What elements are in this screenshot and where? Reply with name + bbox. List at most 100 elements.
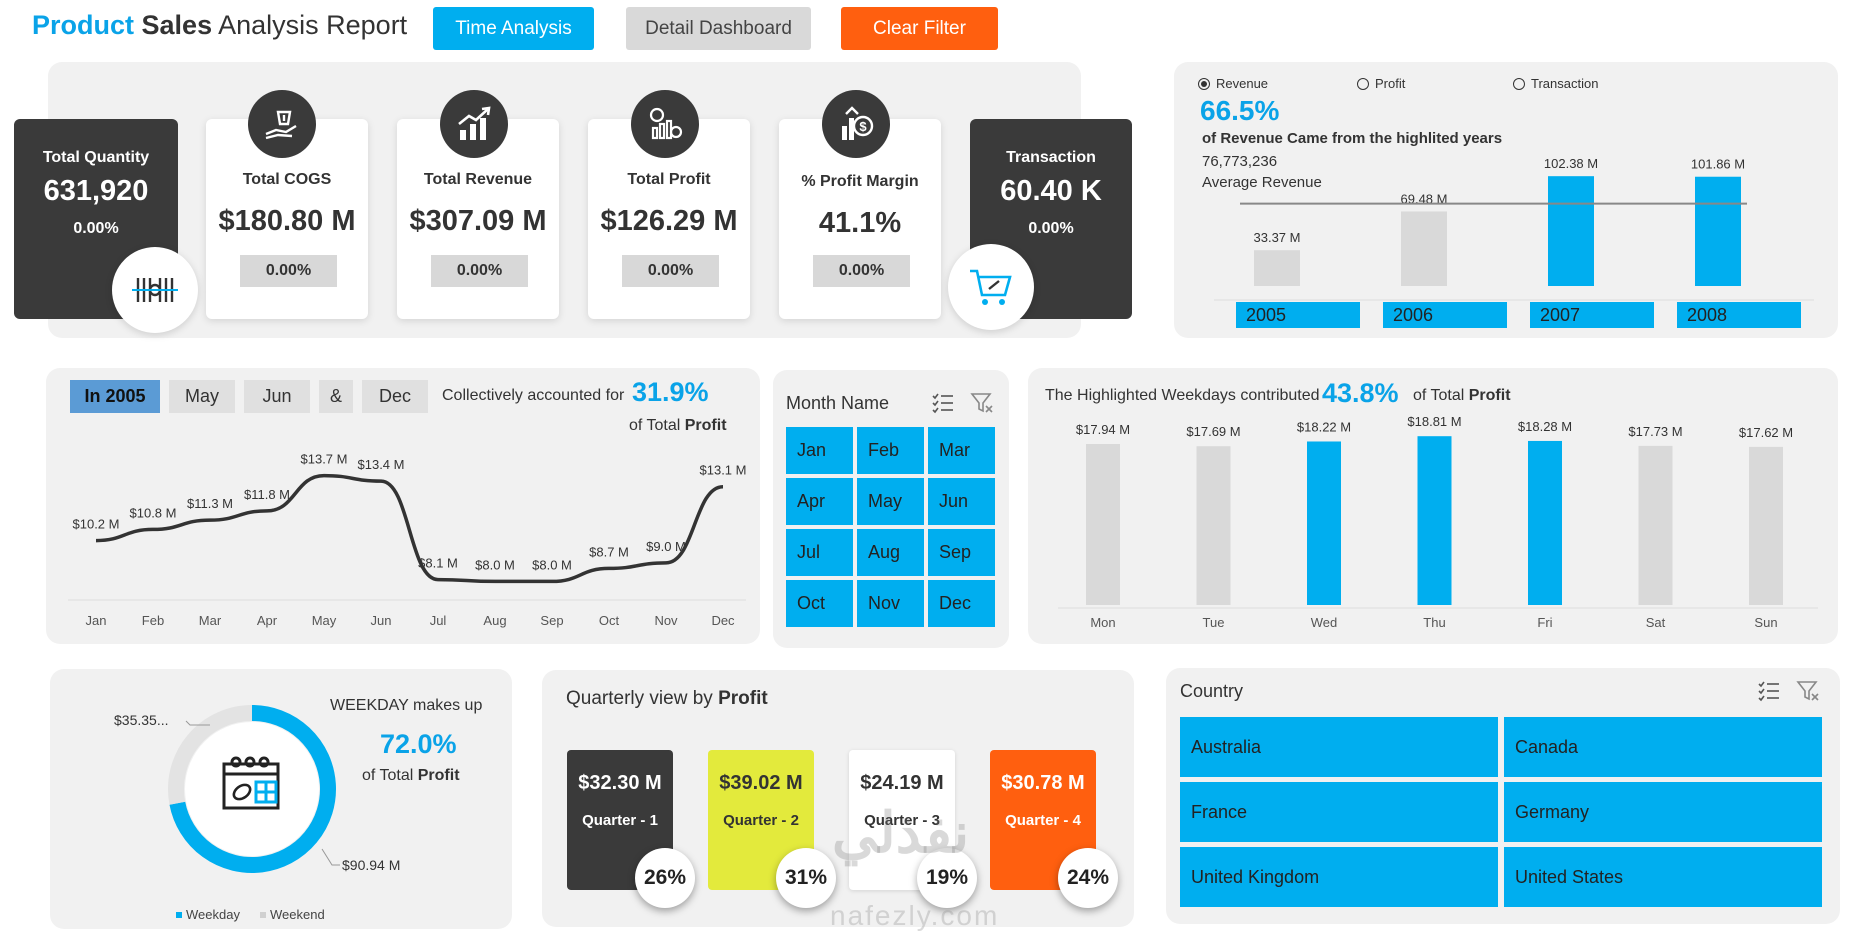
month-tile-nov[interactable]: Nov xyxy=(857,580,924,627)
month-tile-feb[interactable]: Feb xyxy=(857,427,924,474)
weekday-tick-label: Tue xyxy=(1203,615,1225,630)
time-analysis-button[interactable]: Time Analysis xyxy=(433,7,594,50)
chip-year: In 2005 xyxy=(70,380,160,413)
country-tile-canada[interactable]: Canada xyxy=(1504,717,1822,777)
weekday-data-label: $17.73 M xyxy=(1628,424,1682,439)
quarter-value: $39.02 M xyxy=(719,772,803,794)
year-slicer-tile[interactable] xyxy=(1677,302,1801,328)
month-tile-jan[interactable]: Jan xyxy=(786,427,853,474)
watermark-latin: nafezly.com xyxy=(830,900,1000,931)
donut-text2-normal: of Total xyxy=(362,767,414,784)
weekday-tick-label: Thu xyxy=(1423,615,1445,630)
month-data-label: $9.0 M xyxy=(646,539,686,554)
weekday-donut-chart: $35.35... $90.94 M Weekday Weekend xyxy=(114,705,400,922)
month-tile-oct[interactable]: Oct xyxy=(786,580,853,627)
donut-text2: of Total Profit xyxy=(362,767,460,785)
kpi-label: Transaction xyxy=(1006,149,1096,166)
weekday-text2-bold: Profit xyxy=(1468,387,1511,404)
weekday-data-label: $18.81 M xyxy=(1407,415,1461,429)
month-tick-label: Jun xyxy=(371,613,392,628)
weekday-pct: 43.8% xyxy=(1322,378,1399,408)
radio-revenue[interactable]: Revenue xyxy=(1198,76,1268,91)
weekend-leader-line xyxy=(185,720,210,726)
month-tick-label: Jul xyxy=(430,613,447,628)
month-tile-jul[interactable]: Jul xyxy=(786,529,853,576)
kpi-value: 631,920 xyxy=(43,175,149,207)
month-tile-may[interactable]: May xyxy=(857,478,924,525)
month-tile-mar[interactable]: Mar xyxy=(928,427,995,474)
kpi-change: 0.00% xyxy=(240,255,337,287)
month-tile-dec[interactable]: Dec xyxy=(928,580,995,627)
weekday-bar xyxy=(1307,441,1341,605)
month-data-label: $8.7 M xyxy=(589,544,629,559)
month-slicer-header: Month Name xyxy=(786,393,890,413)
weekday-data-label: $17.62 M xyxy=(1739,425,1793,440)
month-data-label: $10.8 M xyxy=(130,505,177,520)
average-label: Average Revenue xyxy=(1202,174,1322,191)
weekday-bar xyxy=(1528,440,1562,605)
radio-profit[interactable]: Profit xyxy=(1357,76,1405,91)
year-slicer-tile[interactable] xyxy=(1383,302,1507,328)
month-tick-label: Jan xyxy=(86,613,107,628)
year-slicer-tile[interactable] xyxy=(1530,302,1654,328)
donut-slice-weekend xyxy=(168,705,253,805)
detail-dashboard-button[interactable]: Detail Dashboard xyxy=(626,7,811,50)
year-data-label: 102.38 M xyxy=(1544,156,1598,171)
quarter-value: $30.78 M xyxy=(1001,772,1085,794)
year-tick-label: 2007 xyxy=(1540,305,1580,325)
country-tile-united-states[interactable]: United States xyxy=(1504,847,1822,907)
kpi-label: Total Quantity xyxy=(42,149,150,166)
month-tile-apr[interactable]: Apr xyxy=(786,478,853,525)
weekday-leader-line xyxy=(321,848,340,866)
quarter-title: Quarterly view by Profit xyxy=(566,688,768,710)
month-tick-label: Aug xyxy=(483,613,506,628)
month-tile-jun[interactable]: Jun xyxy=(928,478,995,525)
title-part-product: Product xyxy=(32,10,135,40)
clear-filter-icon[interactable] xyxy=(1796,680,1820,707)
month-data-label: $10.2 M xyxy=(73,517,120,532)
multi-select-icon[interactable] xyxy=(1757,680,1781,707)
country-tile-united-kingdom[interactable]: United Kingdom xyxy=(1180,847,1498,907)
weekday-data-label: $18.28 M xyxy=(1518,419,1572,434)
year-bar xyxy=(1254,250,1300,286)
quarter-label: Quarter - 3 xyxy=(864,812,940,829)
donut-pct: 72.0% xyxy=(380,729,457,759)
country-tile-france[interactable]: France xyxy=(1180,782,1498,842)
month-tick-label: Nov xyxy=(654,613,678,628)
donut-text: WEEKDAY makes up xyxy=(330,697,483,714)
kpi-change: 0.00% xyxy=(1028,220,1074,237)
month-tile-sep[interactable]: Sep xyxy=(928,529,995,576)
title-part-rest: Analysis Report xyxy=(218,10,408,40)
kpi-label: Total COGS xyxy=(242,171,332,188)
weekend-value-label: $35.35... xyxy=(114,712,169,728)
weekday-bar xyxy=(1086,444,1120,605)
month-line-chart: $10.2 M Jan $10.8 M Feb $11.3 M Mar $11.8 M Apr… xyxy=(68,452,746,628)
year-data-label: 33.37 M xyxy=(1254,230,1301,245)
year-bar xyxy=(1548,176,1594,286)
month-data-label: $13.4 M xyxy=(358,457,405,472)
clear-filter-button[interactable]: Clear Filter xyxy=(841,7,998,50)
month-data-label: $11.3 M xyxy=(187,496,233,511)
country-tile-germany[interactable]: Germany xyxy=(1504,782,1822,842)
weekday-text: The Highlighted Weekdays contributed xyxy=(1045,387,1320,404)
month-data-label: $8.0 M xyxy=(475,557,515,572)
radio-unselected-icon xyxy=(1513,77,1525,90)
chip-dec: Dec xyxy=(362,380,428,413)
year-bar xyxy=(1695,176,1741,286)
country-tile-australia[interactable]: Australia xyxy=(1180,717,1498,777)
radio-transaction[interactable]: Transaction xyxy=(1513,76,1598,91)
month-tile-aug[interactable]: Aug xyxy=(857,529,924,576)
quarter-value: $32.30 M xyxy=(578,772,662,794)
month-tick-label: Sep xyxy=(540,613,563,628)
radio-unselected-icon xyxy=(1357,77,1369,90)
month-tick-label: Oct xyxy=(599,613,620,628)
quarter-pct-badge: 19% xyxy=(917,848,977,908)
clear-filter-icon[interactable] xyxy=(970,392,994,419)
year-slicer-tile[interactable] xyxy=(1236,302,1360,328)
title-part-sales: Sales xyxy=(141,10,213,40)
growth-chart-icon xyxy=(440,90,508,158)
month-tick-label: Feb xyxy=(142,613,164,628)
month-text: Collectively accounted for xyxy=(442,387,625,404)
multi-select-icon[interactable] xyxy=(931,392,955,419)
weekday-bar xyxy=(1417,436,1452,605)
